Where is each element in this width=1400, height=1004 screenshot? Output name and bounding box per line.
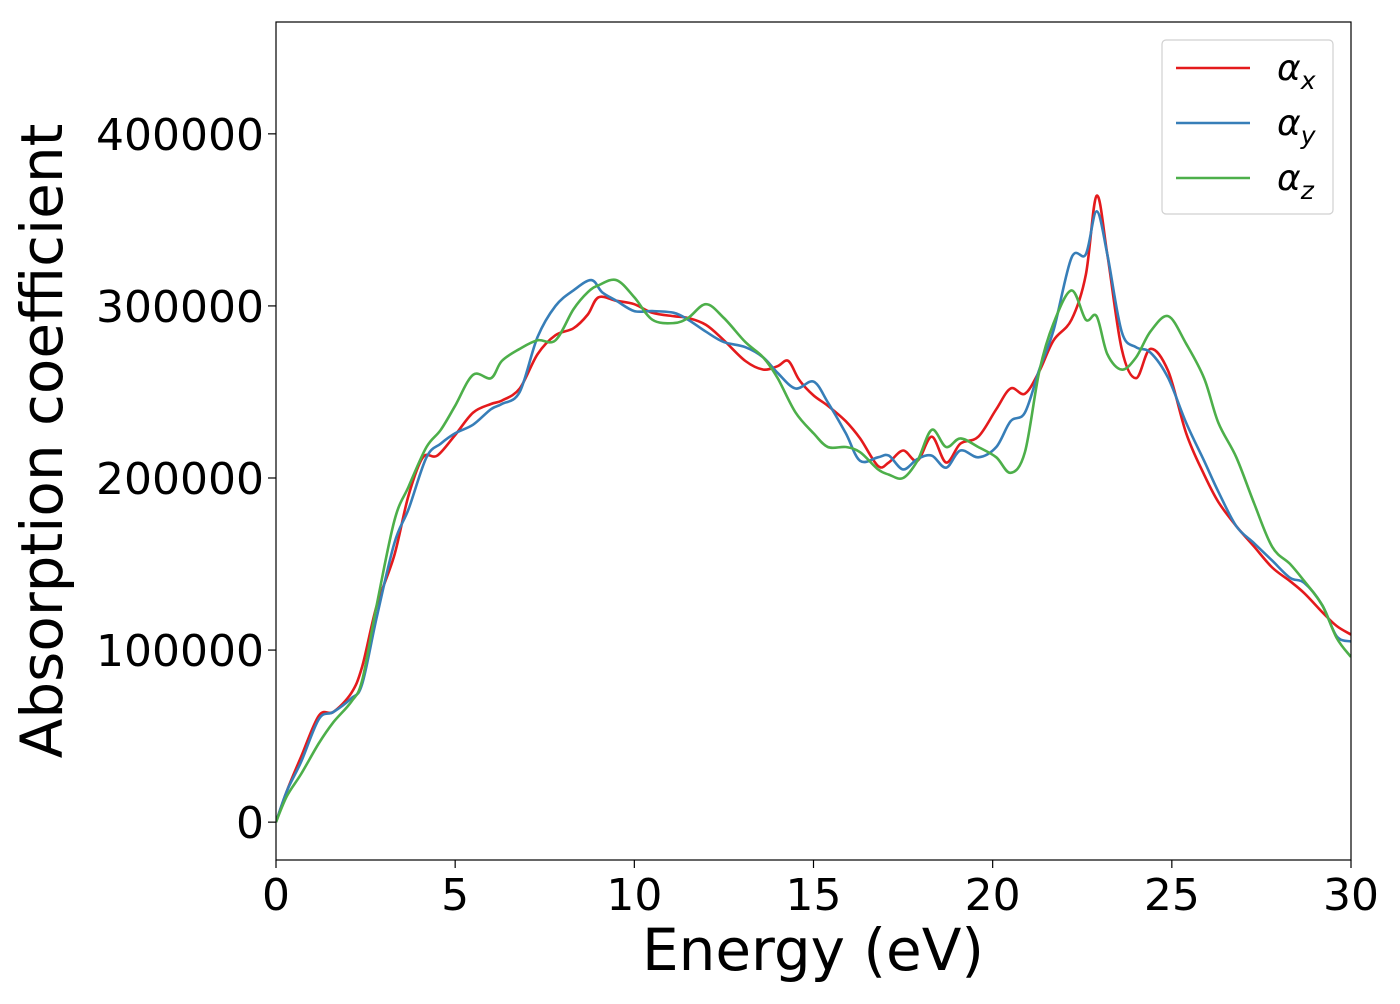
y-tick-label: 400000 bbox=[96, 110, 264, 161]
legend-label-x: αx bbox=[1277, 48, 1316, 95]
x-tick-label: 10 bbox=[606, 870, 662, 921]
x-axis: 0 5 10 15 20 25 30 bbox=[262, 860, 1379, 921]
series-line-z bbox=[276, 278, 1351, 823]
x-tick-label: 25 bbox=[1144, 870, 1200, 921]
x-tick-label: 20 bbox=[965, 870, 1021, 921]
y-axis-label: Absorption coefficient bbox=[8, 124, 76, 759]
legend-label-z: αz bbox=[1277, 158, 1315, 205]
y-tick-label: 200000 bbox=[96, 454, 264, 505]
x-axis-label: Energy (eV) bbox=[642, 916, 984, 984]
y-tick-label: 0 bbox=[236, 798, 264, 849]
y-tick-label: 300000 bbox=[96, 282, 264, 333]
x-tick-label: 30 bbox=[1323, 870, 1379, 921]
series-line-y bbox=[276, 210, 1351, 823]
legend-box bbox=[1161, 39, 1334, 215]
y-axis: 0 100000 200000 300000 400000 bbox=[96, 110, 276, 849]
x-tick-label: 15 bbox=[786, 870, 842, 921]
y-tick-label: 100000 bbox=[96, 626, 264, 677]
x-tick-label: 0 bbox=[262, 870, 290, 921]
series-layer bbox=[276, 194, 1351, 823]
x-tick-label: 5 bbox=[441, 870, 469, 921]
legend-label-y: αy bbox=[1277, 103, 1317, 150]
legend: αx αy αz bbox=[1161, 39, 1334, 215]
series-line-x bbox=[276, 194, 1351, 823]
